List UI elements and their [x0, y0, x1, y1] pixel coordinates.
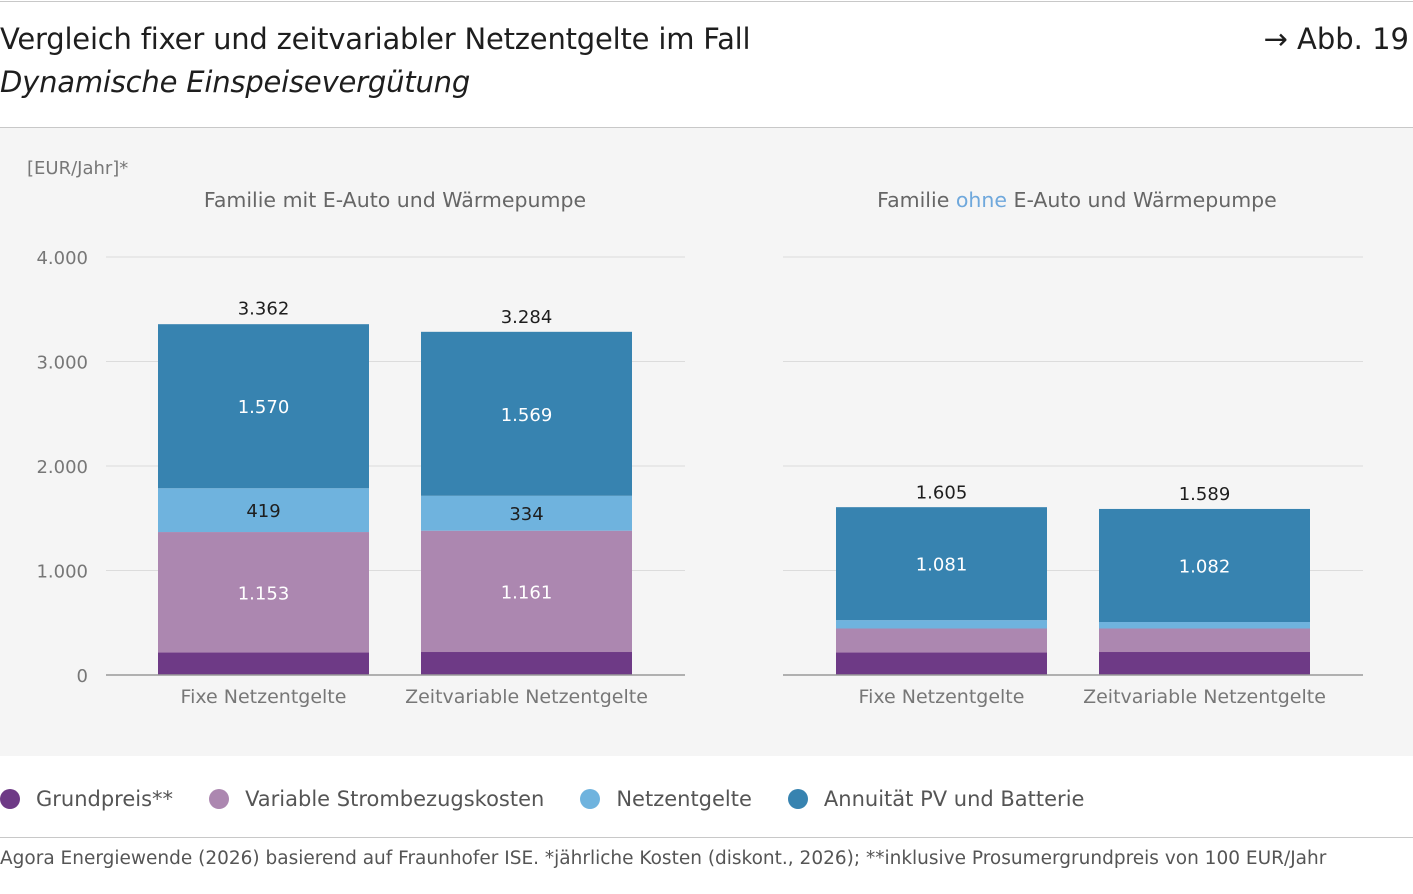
bar-segment [836, 620, 1047, 629]
bar-segment [158, 652, 369, 675]
subplot-title-part: Familie [877, 188, 956, 212]
data-label: 1.082 [1179, 556, 1231, 577]
y-axis-label: [EUR/Jahr]* [27, 158, 128, 179]
footer-divider [0, 837, 1413, 838]
legend-label: Grundpreis** [36, 787, 174, 811]
y-tick-label: 0 [77, 666, 88, 687]
data-label: 334 [509, 504, 543, 525]
legend-label: Netzentgelte [616, 787, 752, 811]
legend-swatch [787, 789, 808, 809]
bar-segment [421, 331, 632, 496]
total-label: 1.605 [916, 482, 968, 503]
total-label: 3.362 [238, 299, 290, 320]
subplot-title-part: Familie mit E-Auto und Wärmepumpe [204, 188, 586, 212]
data-label: 419 [246, 501, 280, 522]
y-tick-label: 1.000 [36, 562, 88, 583]
legend-item-grundpreis: Grundpreis** [0, 787, 173, 811]
bar-segment [836, 652, 1047, 675]
legend: Grundpreis** Variable Strombezugskosten … [0, 784, 1120, 814]
header-divider [0, 127, 1413, 128]
bar-segment [421, 495, 632, 531]
x-tick-label: Fixe Netzentgelte [181, 686, 347, 708]
bar-segment [1099, 622, 1310, 629]
legend-item-annuitaet-pv-batterie: Annuität PV und Batterie [787, 787, 1085, 811]
x-tick-label: Zeitvariable Netzentgelte [405, 686, 648, 708]
bar-segment [836, 507, 1047, 621]
bar-segment [158, 324, 369, 489]
total-label: 3.284 [501, 307, 553, 328]
data-label: 1.570 [238, 397, 290, 418]
subplot-title: Familie ohne E-Auto und Wärmepumpe [877, 188, 1277, 212]
bar-segment [1099, 652, 1310, 675]
y-tick-label: 2.000 [36, 457, 88, 478]
legend-item-variable-strombezugskosten: Variable Strombezugskosten [209, 787, 544, 811]
bar-segment [421, 530, 632, 653]
data-label: 1.153 [238, 583, 290, 604]
legend-swatch [209, 789, 230, 809]
data-label: 1.161 [501, 582, 553, 603]
data-label: 1.081 [916, 555, 968, 576]
y-tick-label: 3.000 [36, 353, 88, 374]
bar-segment [1099, 508, 1310, 623]
chart-title: Vergleich fixer und zeitvariabler Netzen… [0, 22, 751, 56]
bar-segment [158, 532, 369, 653]
subplot-title: Familie mit E-Auto und Wärmepumpe [204, 188, 586, 212]
legend-label: Variable Strombezugskosten [245, 787, 545, 811]
x-tick-label: Zeitvariable Netzentgelte [1083, 686, 1326, 708]
legend-item-netzentgelte: Netzentgelte [580, 787, 752, 811]
top-divider [0, 1, 1413, 2]
bar-segment [1099, 628, 1310, 653]
subplot-title-part: E-Auto und Wärmepumpe [1007, 188, 1277, 212]
x-tick-label: Fixe Netzentgelte [859, 686, 1025, 708]
legend-label: Annuität PV und Batterie [823, 787, 1085, 811]
figure-reference-link[interactable]: → Abb. 19 [1263, 22, 1409, 56]
bar-segment [836, 628, 1047, 653]
bar-segment [421, 652, 632, 675]
y-tick-label: 4.000 [36, 248, 88, 269]
legend-swatch [580, 789, 601, 809]
data-label: 1.569 [501, 405, 553, 426]
total-label: 1.589 [1179, 484, 1231, 505]
chart-subtitle: Dynamische Einspeisevergütung [0, 65, 471, 99]
subplot-title-part: ohne [956, 188, 1007, 212]
legend-swatch [0, 789, 20, 809]
stacked-bar-chart: [EUR/Jahr]* 1.000 2.000 3.000 4.000 0 Familie … [27, 158, 1363, 708]
bar-segment [158, 488, 369, 533]
source-note: Agora Energiewende (2026) basierend auf … [0, 848, 1327, 869]
